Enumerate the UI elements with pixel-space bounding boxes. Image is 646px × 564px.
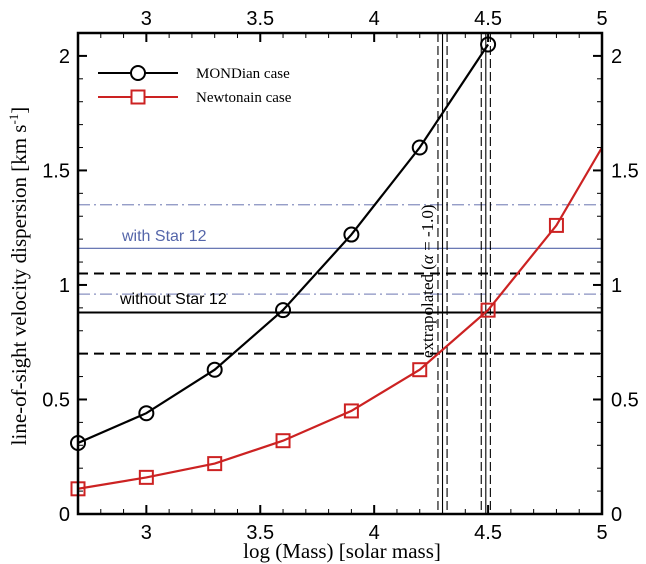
series-markers [70, 36, 564, 497]
y-axis-title-close: ] [7, 107, 31, 114]
series-1-point-1 [138, 469, 154, 485]
y-tick-label-right-1: 0.5 [611, 389, 639, 411]
series-1-point-4 [343, 403, 359, 419]
extrapolated-suffix: = -1.0) [418, 204, 437, 255]
y-tick-label-left-2: 1 [59, 275, 70, 297]
x-tick-label-bottom-0: 3 [141, 522, 152, 544]
y-tick-label-left-1: 0.5 [42, 389, 70, 411]
legend-label-newtonian: Newtonain case [196, 90, 292, 106]
x-tick-label-top-4: 5 [596, 8, 607, 30]
series-0-point-2 [206, 361, 223, 378]
y-tick-label-right-2: 1 [611, 275, 622, 297]
y-axis-title-main: line-of-sight velocity dispersion [km s [7, 125, 31, 446]
series-1-point-6 [480, 302, 496, 318]
y-tick-label-right-4: 2 [611, 46, 622, 68]
series-1-point-7 [548, 217, 564, 233]
series-1-point-2 [207, 456, 223, 472]
series-0-point-5 [411, 139, 428, 156]
x-tick-label-top-1: 3.5 [246, 8, 274, 30]
plot-frame [76, 31, 604, 516]
series-1-point-3 [275, 433, 291, 449]
series-0-point-4 [343, 226, 360, 243]
y-tick-label-right-3: 1.5 [611, 160, 639, 182]
x-tick-label-top-0: 3 [141, 8, 152, 30]
series-line-1 [78, 146, 602, 490]
x-tick-label-bottom-4: 5 [596, 522, 607, 544]
series-lines [78, 43, 602, 490]
x-tick-label-top-2: 4 [369, 8, 380, 30]
x-axis-title: log (Mass) [solar mass] [243, 539, 441, 563]
y-tick-label-left-3: 1.5 [42, 160, 70, 182]
label-without-star12: without Star 12 [119, 291, 227, 308]
legend-label-mondian: MONDian case [196, 66, 290, 82]
series-line-0 [78, 43, 490, 445]
x-tick-label-bottom-1: 3.5 [246, 522, 274, 544]
alpha-symbol: α [418, 254, 437, 264]
legend-marker-mondian [130, 65, 146, 81]
y-axis-title-sup: -1 [6, 114, 21, 125]
series-0-point-3 [275, 302, 292, 319]
series-1-point-5 [412, 362, 428, 378]
x-tick-label-bottom-2: 4 [369, 522, 380, 544]
y-tick-label-right-0: 0 [611, 504, 622, 526]
y-tick-label-left-0: 0 [59, 504, 70, 526]
legend: MONDian case Newtonain case [98, 65, 292, 106]
series-0-point-1 [138, 405, 155, 422]
extrapolated-annotation: extrapolated (α = -1.0) [418, 204, 437, 358]
extrapolated-prefix: extrapolated ( [418, 264, 437, 358]
legend-marker-newtonian [130, 89, 146, 105]
y-axis-title: line-of-sight velocity dispersion [km s-… [6, 107, 31, 446]
x-tick-label-top-3: 4.5 [474, 8, 502, 30]
y-tick-label-left-4: 2 [59, 46, 70, 68]
x-tick-label-bottom-3: 4.5 [474, 522, 502, 544]
label-with-star12: with Star 12 [121, 228, 207, 245]
